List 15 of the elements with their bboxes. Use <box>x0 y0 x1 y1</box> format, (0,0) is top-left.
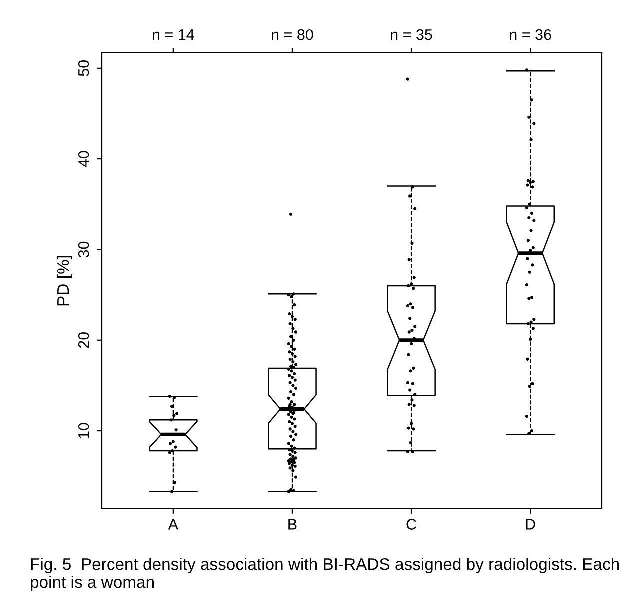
text: n = 35 <box>391 29 432 40</box>
y-tick-label: 10 <box>78 423 90 438</box>
y-tick-label: 30 <box>78 242 90 258</box>
text: n = 80 <box>272 29 314 40</box>
x-tick-label: C <box>406 519 416 530</box>
y-tick-label: 40 <box>78 151 90 168</box>
text: n = 36 <box>510 29 552 40</box>
caption: Fig. 5 Percent density association with BI-RADS assigned by radiologists. Each point is a woman <box>31 558 620 592</box>
y-tick-label: 20 <box>78 332 90 348</box>
x-tick-label: D <box>526 519 536 530</box>
y-axis-title: PD [%] <box>56 256 72 306</box>
x-tick-label: A <box>168 519 178 530</box>
text: n = 14 <box>152 30 194 40</box>
y-tick-label: 50 <box>78 60 90 76</box>
x-tick-label: B <box>288 519 297 530</box>
